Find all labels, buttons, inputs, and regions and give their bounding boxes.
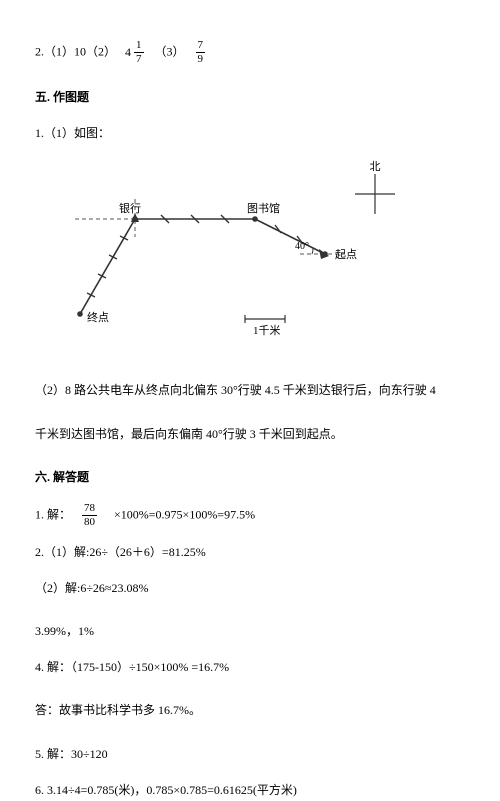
diagram-svg: 北 [35, 159, 415, 349]
section-5-item2-line2: 千米到达图书馆，最后向东偏南 40°行驶 3 千米回到起点。 [35, 424, 465, 446]
frac2-den: 9 [196, 53, 206, 65]
scale-label: 1千米 [253, 324, 281, 337]
q2a-line: 2.（1）解:26÷（26＋6）=81.25% [35, 542, 465, 564]
q1-suffix: ×100%=0.975×100%=97.5% [102, 507, 255, 521]
q3-line: 3.99%，1% [35, 621, 465, 643]
mixed-fraction: 4 1 7 [125, 40, 146, 65]
q1-num: 78 [82, 503, 97, 516]
angle-label: 40° [295, 241, 309, 252]
q1-prefix: 1. 解： [35, 507, 77, 521]
frac-7-9: 7 9 [196, 40, 206, 65]
q4b-line: 答：故事书比科学书多 16.7%。 [35, 700, 465, 722]
end-label: 终点 [87, 310, 109, 324]
section-5-item2-line1: （2）8 路公共电车从终点向北偏东 30°行驶 4.5 千米到达银行后，向东行驶… [35, 380, 465, 402]
q1-frac: 78 80 [82, 503, 97, 528]
point-bank [132, 216, 138, 222]
q6-line: 6. 3.14÷4=0.785(米)，0.785×0.785=0.61625(平… [35, 780, 465, 801]
section-5-title: 五. 作图题 [35, 87, 465, 109]
ans2-prefix: 2.（1）10（2） [35, 45, 122, 59]
q5-line: 5. 解：30÷120 [35, 744, 465, 766]
point-end [77, 311, 83, 317]
mixed-num: 1 [134, 40, 144, 53]
section-5-item1: 1.（1）如图： [35, 123, 465, 145]
q1-line: 1. 解： 78 80 ×100%=0.975×100%=97.5% [35, 503, 465, 528]
compass-north-label: 北 [370, 160, 381, 173]
q2b-line: （2）解:6÷26≈23.08% [35, 578, 465, 600]
route-diagram: 北 [35, 159, 465, 357]
section-6-title: 六. 解答题 [35, 467, 465, 489]
mixed-den: 7 [134, 53, 144, 65]
seg-library-start [255, 219, 325, 254]
mixed-whole: 4 [125, 42, 131, 64]
frac2-num: 7 [196, 40, 206, 53]
seg-bank-end [80, 219, 135, 314]
library-label: 图书馆 [247, 201, 280, 215]
mixed-frac: 1 7 [134, 40, 144, 65]
q4a-line: 4. 解：（175-150）÷150×100% =16.7% [35, 657, 465, 679]
angle-arc [312, 248, 313, 254]
ans2-mid: （3） [149, 45, 191, 59]
bank-label: 银行 [119, 201, 141, 215]
answer-line-2: 2.（1）10（2） 4 1 7 （3） 7 9 [35, 40, 465, 65]
point-start [322, 251, 328, 257]
start-label: 起点 [335, 248, 357, 261]
point-library [252, 216, 258, 222]
q1-den: 80 [82, 516, 97, 528]
